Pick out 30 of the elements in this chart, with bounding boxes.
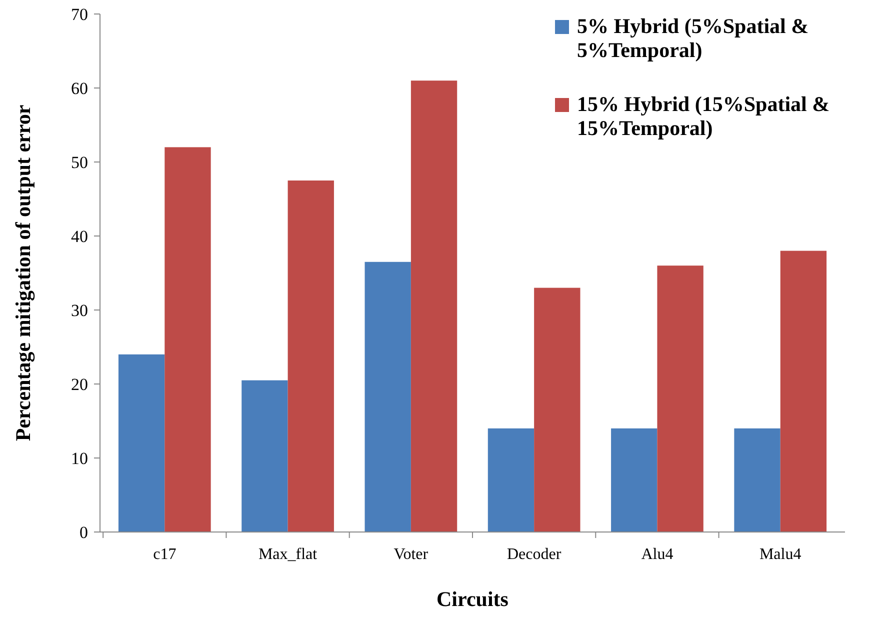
bar xyxy=(410,80,458,532)
bar xyxy=(611,428,658,532)
y-tick-label: 0 xyxy=(80,522,88,542)
x-axis-title: Circuits xyxy=(436,587,508,611)
legend-label: 15% Hybrid (15%Spatial & 15%Temporal) xyxy=(577,92,830,140)
x-tick-label: Max_flat xyxy=(258,546,318,563)
x-tick-label: Alu4 xyxy=(641,546,674,563)
bar xyxy=(364,262,411,532)
y-tick-label: 10 xyxy=(71,448,88,468)
x-tick-label: c17 xyxy=(153,546,176,563)
bar xyxy=(288,180,334,532)
bar xyxy=(734,428,780,532)
y-tick-label: 60 xyxy=(71,78,88,98)
y-tick-label: 30 xyxy=(71,300,88,320)
x-tick-label: Voter xyxy=(394,546,429,563)
x-tick-label: Malu4 xyxy=(759,546,802,563)
bar xyxy=(118,354,165,532)
y-tick-label: 20 xyxy=(71,374,88,394)
bar xyxy=(488,428,534,532)
bar xyxy=(242,380,288,532)
y-axis-title: Percentage mitigation of output error xyxy=(11,104,35,442)
bar xyxy=(534,288,580,532)
x-tick-label: Decoder xyxy=(506,546,562,563)
bar xyxy=(780,250,827,532)
bar xyxy=(164,147,211,532)
y-tick-label: 50 xyxy=(71,152,88,172)
bar xyxy=(657,266,704,532)
legend-label: 5% Hybrid (5%Spatial & 5%Temporal) xyxy=(577,14,809,62)
y-tick-label: 70 xyxy=(71,4,88,24)
y-tick-label: 40 xyxy=(71,226,88,246)
